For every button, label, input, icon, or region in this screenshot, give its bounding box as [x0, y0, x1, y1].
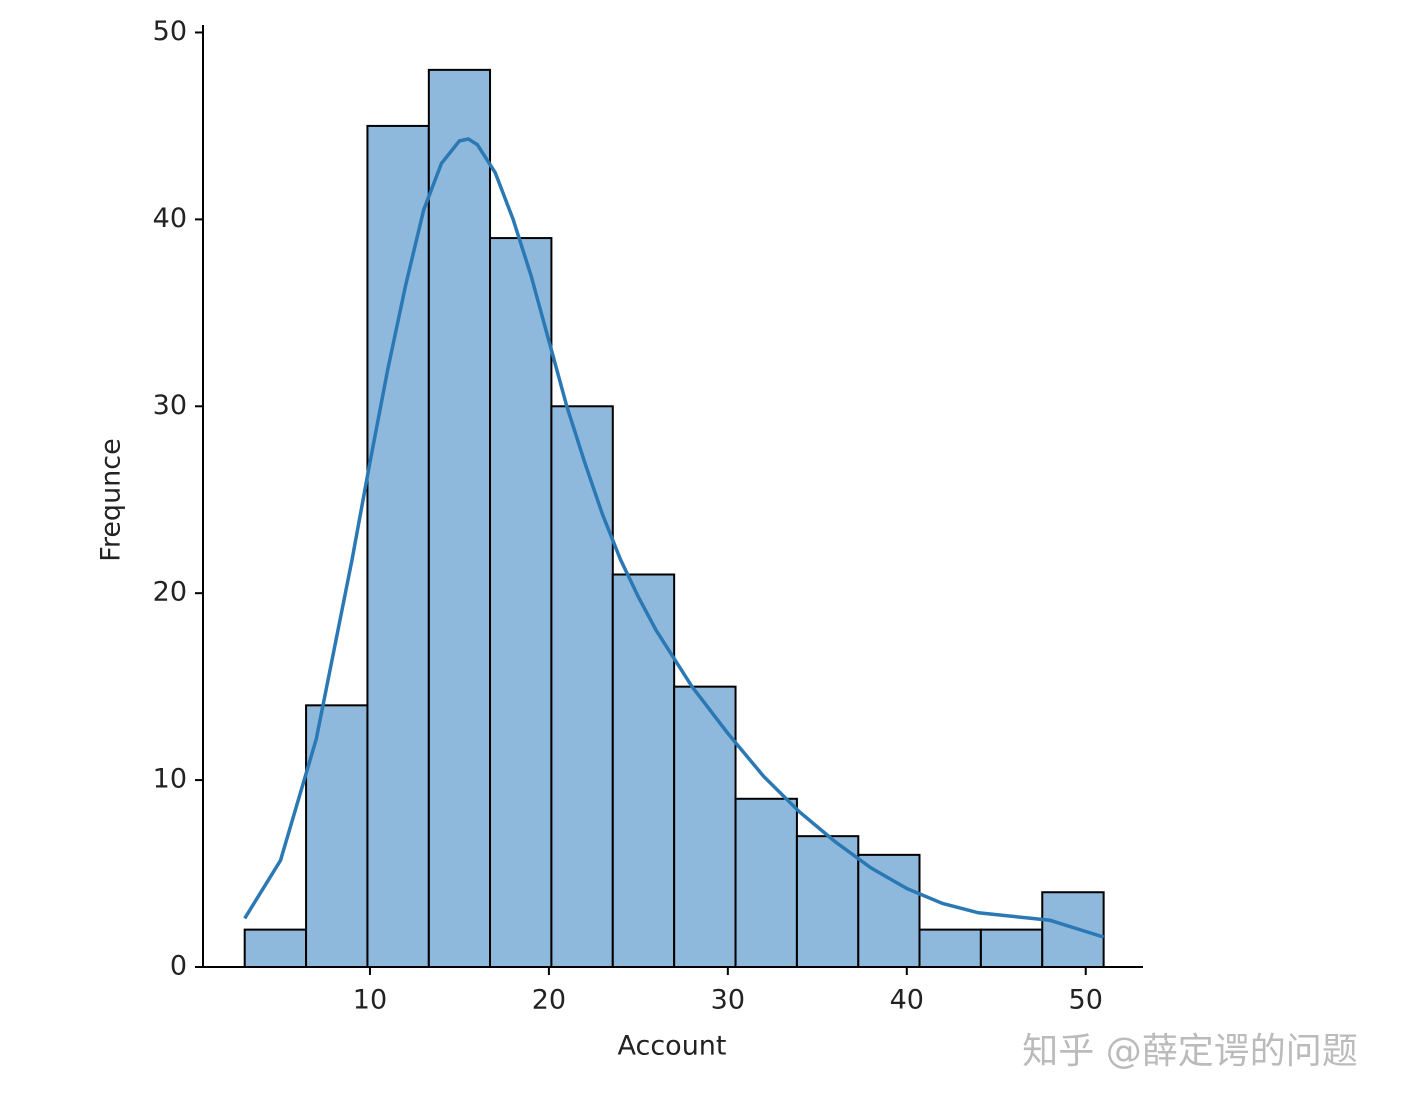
x-tick-label: 20 — [532, 985, 566, 1016]
bar — [550, 405, 614, 968]
bar — [1041, 891, 1105, 968]
bar — [857, 853, 921, 968]
bar — [673, 685, 737, 969]
y-axis-label: Frequnce — [96, 438, 127, 562]
x-tick-label: 10 — [353, 985, 387, 1016]
x-tick-label: 50 — [1069, 985, 1103, 1016]
x-tick-label: 30 — [711, 985, 745, 1016]
bar — [734, 797, 798, 968]
x-tick-label: 40 — [890, 985, 924, 1016]
y-tick-label: 20 — [153, 577, 187, 608]
bar — [979, 928, 1044, 968]
x-axis-label: Account — [617, 1031, 726, 1062]
kde-line — [243, 137, 1105, 939]
y-tick-label: 50 — [153, 16, 187, 47]
y-tick-label: 10 — [153, 764, 187, 795]
watermark: 知乎 @薛定谔的问题 — [1022, 1031, 1357, 1072]
bar — [795, 835, 860, 969]
bar — [243, 928, 308, 968]
y-tick-label: 40 — [153, 203, 187, 234]
bar — [427, 68, 492, 969]
y-tick-label: 30 — [153, 390, 187, 421]
bar — [489, 237, 553, 969]
bar — [918, 928, 982, 968]
y-tick-label: 0 — [170, 951, 187, 982]
bar — [305, 704, 369, 968]
bar — [611, 573, 676, 968]
bar — [366, 124, 430, 968]
